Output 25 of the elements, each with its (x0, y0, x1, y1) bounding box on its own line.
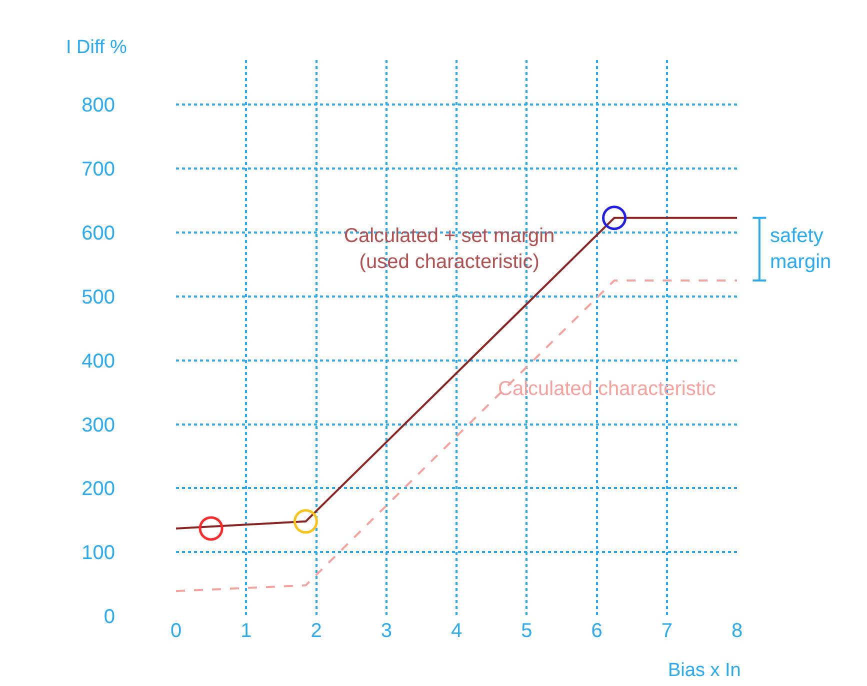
y-tick-label: 100 (82, 542, 115, 564)
x-tick-label: 8 (731, 620, 743, 642)
y-tick-label: 200 (82, 478, 115, 500)
y-tick-label: 700 (82, 158, 115, 181)
y-tick-label: 400 (82, 350, 115, 372)
annotation: Calculated characteristic (498, 378, 716, 400)
point (602, 206, 627, 230)
x-tick-label: 5 (521, 620, 532, 642)
y-tick-label: 600 (82, 222, 115, 245)
x-tick-label: 2 (310, 620, 322, 642)
x-tick-label: 6 (591, 620, 602, 642)
x-axis-title: Bias x In (668, 660, 741, 681)
y-tick-label: 0 (104, 606, 115, 628)
x-tick-label: 7 (661, 620, 672, 642)
text: safety margin (770, 225, 832, 273)
point (293, 509, 318, 534)
y-tick-label: 500 (82, 286, 115, 308)
x-tick-label: 3 (380, 620, 392, 642)
x-tick-label: 1 (240, 620, 252, 642)
point (198, 516, 224, 541)
x-tick-label: 4 (450, 620, 462, 642)
y-axis-title: I Diff % (66, 37, 127, 58)
x-tick-label: 0 (170, 620, 182, 642)
y-tick-label: 300 (82, 414, 115, 436)
y-tick-label: 800 (82, 94, 115, 117)
